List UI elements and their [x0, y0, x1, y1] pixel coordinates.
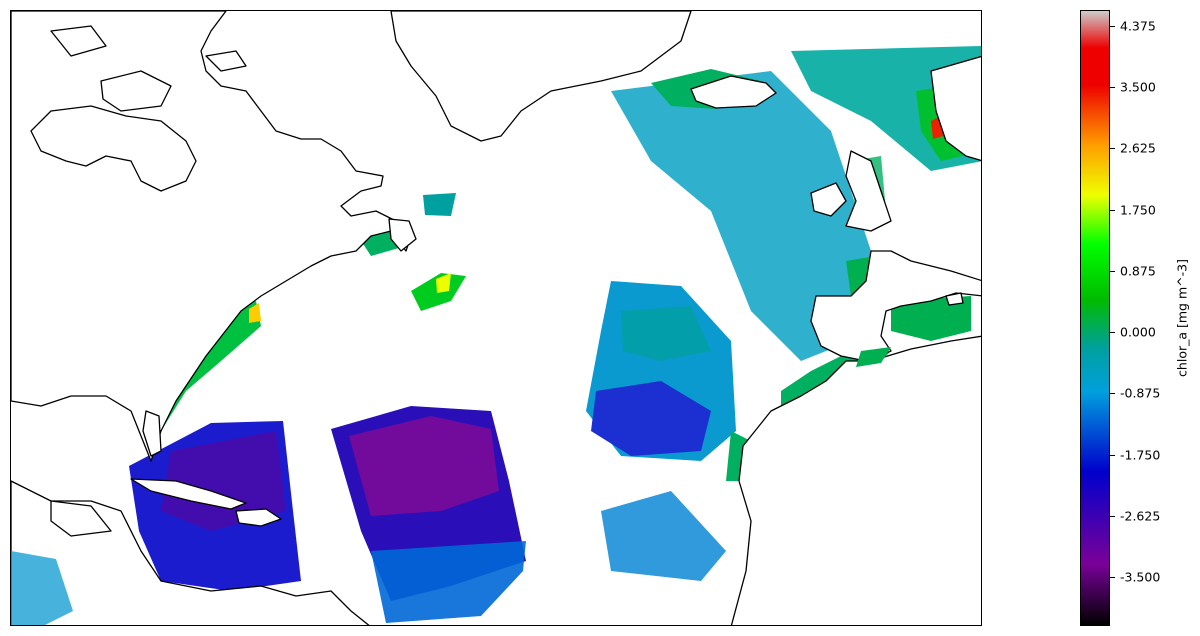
patch-mid-teal [621, 306, 711, 361]
patch-mid-atlantic-blue [591, 381, 711, 456]
coastline-great-britain [845, 150, 892, 232]
patch-southeast [601, 491, 726, 581]
coastline-scandinavia [930, 55, 981, 162]
highlight-yellow-1 [249, 303, 261, 323]
colorbar-tick-label: -0.875 [1120, 385, 1161, 401]
colorbar-tick [1110, 25, 1115, 27]
coastline-newfoundland [388, 218, 417, 252]
coastline-europe [810, 250, 981, 362]
colorbar-tick [1110, 87, 1115, 88]
colorbar-tick [1110, 454, 1115, 456]
coastline-ireland [810, 182, 847, 217]
colorbar-tick-label: -3.500 [1120, 569, 1161, 585]
coastline-hispaniola [235, 508, 282, 527]
colorbar-tick-label: 1.750 [1120, 202, 1156, 217]
coastline-layer [11, 11, 981, 625]
swath-caribbean-violet [161, 431, 286, 531]
colorbar-tick [1110, 515, 1115, 517]
colorbar [1080, 10, 1110, 626]
coastline-yucatan [50, 500, 112, 537]
shelf-data-overlay [11, 347, 891, 625]
chlorophyll-map [11, 11, 981, 625]
colorbar-tick-label: -1.750 [1120, 447, 1161, 462]
coastline-arctic-island-2 [205, 50, 247, 72]
colorbar-tick-label: 0.875 [1120, 263, 1156, 279]
colorbar-tick [1110, 148, 1115, 150]
colorbar-tick-label: 3.500 [1120, 79, 1156, 95]
coastline-baffin [100, 70, 172, 112]
coastline-greenland [390, 11, 692, 142]
coastal-mediterranean [891, 296, 971, 341]
map-panel [10, 10, 982, 626]
coastline-arctic-island-1 [50, 25, 107, 57]
colorbar-tick-label: 2.625 [1120, 140, 1156, 156]
coastline-africa [730, 335, 981, 625]
colorbar-tick-label: 4.375 [1120, 18, 1156, 34]
coastline-north-america [11, 11, 412, 462]
colorbar-tick-label: -2.625 [1120, 508, 1161, 524]
colorbar-tick [1110, 270, 1115, 272]
patch-north-atlantic [611, 71, 871, 361]
coastline-mediterranean-islands [945, 292, 964, 306]
colorbar-tick [1110, 332, 1115, 333]
coastline-hudson-bay [30, 105, 197, 192]
colorbar-tick [1110, 393, 1115, 395]
colorbar-tick [1110, 209, 1115, 211]
colorbar-label: chlor_a [mg m^-3] [1174, 259, 1190, 377]
coastline-cuba [130, 478, 247, 510]
coastal-labrador [423, 193, 456, 216]
highlight-yellow-3 [436, 273, 451, 293]
coastline-iceland [690, 75, 777, 109]
coastline-florida [142, 410, 162, 457]
colorbar-tick [1110, 577, 1115, 578]
swath-sargasso-south [371, 541, 526, 623]
swath-sargasso-violet [349, 416, 499, 516]
colorbar-tick-label: 0.000 [1120, 324, 1156, 340]
